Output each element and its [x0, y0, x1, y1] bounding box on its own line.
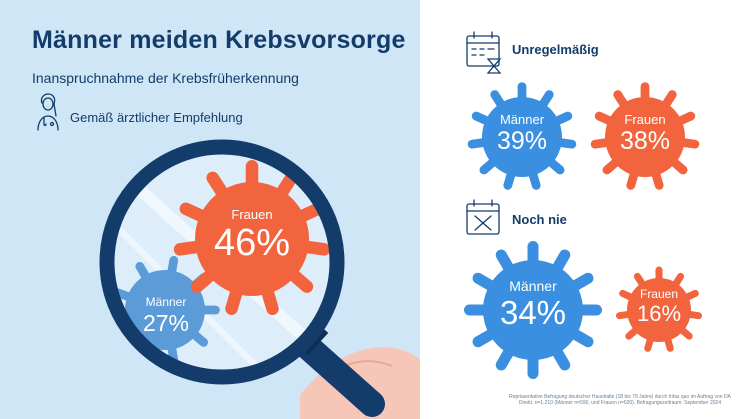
never-men-gear-tooth: [527, 354, 539, 379]
rec-women-gear-tooth: [225, 287, 243, 315]
never-men-gear-body: [483, 260, 583, 360]
page-title: Männer meiden Krebsvorsorge: [32, 26, 406, 54]
irr-men-gear-body: [482, 97, 562, 177]
page-subtitle: Inanspruchnahme der Krebsfrüherkennung: [32, 70, 299, 86]
section-never-label: Noch nie: [512, 212, 567, 227]
rec-women-gear-tooth: [302, 240, 331, 256]
rec-women-gear-tooth: [245, 160, 259, 188]
never-men-gear-tooth: [527, 241, 539, 266]
rec-men-gear-body: [125, 270, 205, 350]
irr-women-gear-body: [605, 97, 685, 177]
never-women-value: 16%: [636, 301, 682, 326]
irr-women-value: 38%: [619, 127, 671, 155]
rec-men-value: 27%: [142, 310, 190, 336]
calendar-x-icon: [466, 199, 500, 235]
rec-women-gear-body: [195, 182, 309, 296]
irr-men-label: Männer: [499, 112, 545, 127]
rec-women-gear-tooth: [173, 240, 202, 256]
rec-men-label: Männer: [145, 295, 187, 309]
never-women-gear: [615, 266, 703, 352]
never-men-gear: [464, 241, 602, 379]
irr-women-gear: [590, 82, 700, 190]
rec-women-gear: [173, 160, 331, 315]
never-women-gear-body: [627, 278, 691, 342]
irr-men-gear: [467, 82, 577, 190]
never-women-label: Frauen: [639, 287, 679, 301]
never-men-value: 34%: [499, 294, 567, 331]
rec-women-gear-tooth: [261, 287, 279, 315]
never-men-gear-tooth: [577, 304, 602, 316]
doctor-icon: [37, 93, 59, 131]
lens-rim: [99, 139, 345, 385]
right-panel: [420, 0, 746, 419]
irr-men-value: 39%: [496, 127, 548, 155]
section-recommended-label: Gemäß ärztlicher Empfehlung: [70, 110, 243, 125]
rec-women-label: Frauen: [231, 207, 273, 222]
never-men-gear-tooth: [464, 304, 489, 316]
footnote: Repräsentative Befragung deutscher Haush…: [509, 394, 731, 406]
never-men-label: Männer: [509, 278, 557, 294]
rec-women-value: 46%: [213, 222, 291, 264]
calendar-hourglass-icon: [466, 31, 502, 74]
section-irregular-label: Unregelmäßig: [512, 42, 599, 57]
irr-women-label: Frauen: [624, 112, 666, 127]
